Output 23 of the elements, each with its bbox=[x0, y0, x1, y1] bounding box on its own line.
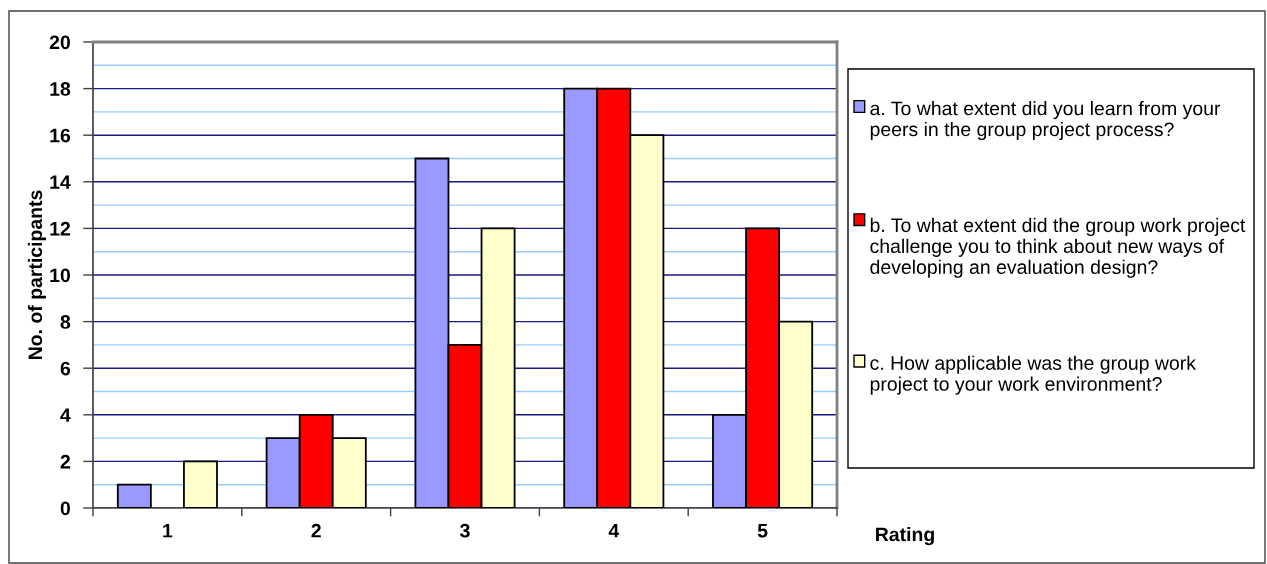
y-tick-label: 20 bbox=[49, 35, 70, 50]
x-tick-label: 4 bbox=[608, 523, 620, 538]
y-tick-label: 0 bbox=[60, 501, 70, 516]
y-tick-label: 10 bbox=[50, 268, 70, 283]
y-tick-label: 4 bbox=[60, 408, 71, 422]
x-tick-label: 3 bbox=[460, 523, 470, 538]
y-tick-label: 18 bbox=[50, 82, 71, 96]
legend-label: a. To what extent did you learn from your peers in the group project process? bbox=[870, 101, 1221, 141]
y-axis-title: No. of participants bbox=[27, 190, 46, 360]
y-tick-label: 8 bbox=[60, 315, 71, 329]
x-tick-label: 2 bbox=[311, 523, 321, 538]
y-tick-label: 16 bbox=[50, 128, 71, 143]
bar bbox=[116, 483, 152, 508]
y-tick-label: 2 bbox=[60, 454, 70, 469]
y-tick-label: 6 bbox=[60, 361, 71, 376]
x-tick-label: 1 bbox=[163, 523, 173, 538]
legend-label: c. How applicable was the group work project to your work environment? bbox=[870, 355, 1196, 395]
x-axis-title: Rating bbox=[876, 527, 934, 546]
y-tick-label: 14 bbox=[50, 175, 71, 189]
x-tick-label: 5 bbox=[757, 523, 768, 538]
y-tick-label: 12 bbox=[50, 221, 70, 236]
bar bbox=[183, 460, 218, 508]
legend-label: b. To what extent did the group work project challenge you to think about new ways of developing an evaluation design? bbox=[870, 217, 1246, 278]
